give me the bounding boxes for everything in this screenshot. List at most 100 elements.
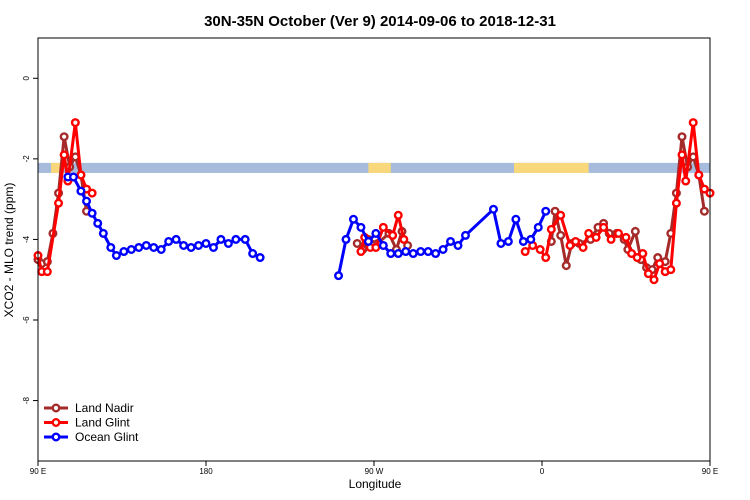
data-point bbox=[503, 236, 513, 246]
data-point bbox=[378, 222, 388, 232]
data-point bbox=[371, 242, 381, 252]
data-point bbox=[460, 230, 470, 240]
x-tick-label: 180 bbox=[199, 467, 213, 476]
data-point bbox=[511, 214, 521, 224]
data-point bbox=[446, 236, 456, 246]
data-point bbox=[231, 234, 241, 244]
data-point bbox=[671, 198, 681, 208]
y-tick-label: -6 bbox=[22, 316, 31, 324]
data-point bbox=[541, 206, 551, 216]
data-point bbox=[423, 247, 433, 257]
data-point bbox=[179, 240, 189, 250]
legend-label: Ocean Glint bbox=[75, 430, 139, 444]
data-point bbox=[627, 249, 637, 259]
data-point bbox=[688, 118, 698, 128]
legend-item: Land Nadir bbox=[44, 401, 134, 415]
series-land-glint bbox=[33, 118, 715, 285]
data-point bbox=[550, 206, 560, 216]
data-point bbox=[638, 249, 648, 259]
data-point bbox=[556, 210, 566, 220]
data-point bbox=[526, 234, 536, 244]
series-layer bbox=[33, 118, 715, 285]
data-point bbox=[518, 236, 528, 246]
data-point bbox=[699, 206, 709, 216]
series-ocean-glint bbox=[63, 172, 551, 281]
data-point bbox=[416, 247, 426, 257]
data-point bbox=[341, 234, 351, 244]
legend-swatch-marker bbox=[51, 418, 61, 428]
legend-item: Ocean Glint bbox=[44, 430, 139, 444]
data-point bbox=[666, 265, 676, 275]
data-point bbox=[677, 132, 687, 142]
data-point bbox=[541, 253, 551, 263]
data-point bbox=[98, 228, 108, 238]
data-point bbox=[223, 238, 233, 248]
data-point bbox=[87, 188, 97, 198]
x-tick-label: 90 W bbox=[365, 467, 384, 476]
data-point bbox=[599, 222, 609, 232]
data-point bbox=[201, 238, 211, 248]
data-point bbox=[630, 226, 640, 236]
data-point bbox=[164, 236, 174, 246]
data-point bbox=[399, 234, 409, 244]
data-point bbox=[556, 230, 566, 240]
data-point bbox=[496, 238, 506, 248]
data-point bbox=[149, 242, 159, 252]
data-point bbox=[694, 170, 704, 180]
data-point bbox=[393, 210, 403, 220]
data-point bbox=[533, 222, 543, 232]
data-point bbox=[677, 150, 687, 160]
data-point bbox=[255, 253, 265, 263]
data-point bbox=[348, 214, 358, 224]
data-point bbox=[655, 259, 665, 269]
data-point bbox=[119, 247, 129, 257]
x-tick-label: 0 bbox=[540, 467, 545, 476]
data-point bbox=[141, 240, 151, 250]
data-point bbox=[606, 234, 616, 244]
data-point bbox=[431, 249, 441, 259]
data-point bbox=[59, 150, 69, 160]
x-tick-label: 90 E bbox=[702, 467, 718, 476]
y-axis-label: XCO2 - MLO trend (ppm) bbox=[2, 183, 16, 318]
data-point bbox=[408, 249, 418, 259]
data-point bbox=[70, 118, 80, 128]
data-point bbox=[520, 247, 530, 257]
data-point bbox=[565, 240, 575, 250]
data-point bbox=[371, 228, 381, 238]
data-point bbox=[59, 132, 69, 142]
data-point bbox=[216, 234, 226, 244]
y-tick-label: -8 bbox=[22, 396, 31, 404]
data-point bbox=[171, 234, 181, 244]
y-tick-label: -4 bbox=[22, 235, 31, 243]
data-point bbox=[82, 196, 92, 206]
land-ocean-mask-band bbox=[38, 162, 710, 173]
data-point bbox=[156, 244, 166, 254]
data-point bbox=[681, 176, 691, 186]
y-tick-label: -2 bbox=[22, 155, 31, 163]
data-point bbox=[194, 240, 204, 250]
data-point bbox=[591, 232, 601, 242]
data-point bbox=[386, 249, 396, 259]
data-point bbox=[614, 228, 624, 238]
data-point bbox=[76, 186, 86, 196]
land-band-segment bbox=[514, 162, 589, 173]
data-point bbox=[632, 253, 642, 263]
data-point bbox=[546, 224, 556, 234]
data-point bbox=[111, 251, 121, 261]
data-point bbox=[438, 244, 448, 254]
y-tick-label: 0 bbox=[22, 76, 31, 81]
data-point bbox=[42, 267, 52, 277]
data-point bbox=[240, 234, 250, 244]
legend-swatch-marker bbox=[51, 432, 61, 442]
axes: 90 E 180 90 W 0 90 E 0 -2 -4 -6 -8 bbox=[22, 37, 718, 476]
data-point bbox=[643, 269, 653, 279]
data-point bbox=[186, 242, 196, 252]
land-band-segment bbox=[51, 162, 63, 173]
legend-label: Land Glint bbox=[75, 416, 130, 430]
data-point bbox=[76, 170, 86, 180]
data-point bbox=[378, 240, 388, 250]
legend-label: Land Nadir bbox=[75, 401, 134, 415]
data-point bbox=[699, 184, 709, 194]
